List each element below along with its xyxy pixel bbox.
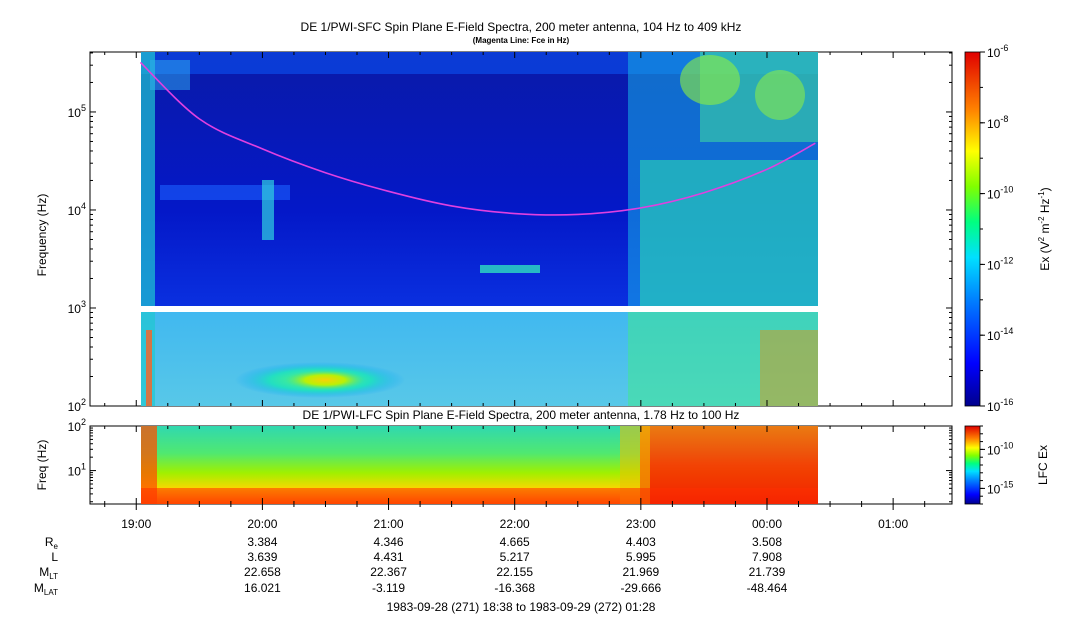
ephemeris-value: -29.666 — [620, 581, 661, 595]
top-colorbar — [964, 51, 981, 407]
x-tick-label: 23:00 — [626, 517, 656, 531]
lower-y-axis-label: Freq (Hz) — [35, 440, 49, 491]
colorbar-tick-label: 10-16 — [987, 397, 1013, 414]
ephemeris-table: Re 3.384 4.346 4.665 4.403 3.508 L 3.639 4.431 5.… — [34, 535, 788, 597]
ephemeris-value: 21.969 — [622, 565, 659, 579]
colorbar-tick-label: 10-10 — [987, 440, 1013, 457]
colorbar-tick-label: 10-8 — [987, 114, 1008, 131]
lower-spectrogram-image — [141, 426, 818, 504]
top-spectrogram-image — [141, 52, 818, 406]
x-tick-label: 00:00 — [752, 517, 782, 531]
lower-colorbar-label: LFC Ex — [1036, 445, 1050, 485]
ephemeris-row-label: MLT — [39, 565, 58, 581]
top-colorbar-ticks: 10-6 10-8 10-10 10-12 10-14 10-16 — [980, 43, 1013, 414]
ephemeris-row-label: L — [51, 550, 58, 564]
lower-panel-title: DE 1/PWI-LFC Spin Plane E-Field Spectra,… — [303, 408, 740, 422]
y-tick-label: 104 — [68, 201, 86, 218]
ephemeris-value: 22.658 — [244, 565, 281, 579]
ephemeris-value: 3.384 — [247, 535, 277, 549]
ephemeris-value: 4.346 — [374, 535, 404, 549]
ephemeris-value: 7.908 — [752, 550, 782, 564]
ephemeris-value: 21.739 — [749, 565, 786, 579]
colorbar-tick-label: 10-14 — [987, 326, 1013, 343]
ephemeris-value: 22.155 — [496, 565, 533, 579]
top-panel-subtitle: (Magenta Line: Fce in Hz) — [473, 36, 570, 45]
colorbar-tick-label: 10-6 — [987, 43, 1008, 60]
y-tick-label: 101 — [68, 462, 86, 479]
ephemeris-row-label: Re — [45, 535, 59, 551]
ephemeris-value: -16.368 — [494, 581, 535, 595]
x-axis: 19:00 20:00 21:00 22:00 23:00 00:00 01:00 — [104, 52, 926, 531]
ephemeris-value: -48.464 — [747, 581, 788, 595]
y-tick-label: 103 — [68, 299, 86, 316]
y-tick-label: 102 — [68, 417, 86, 434]
ephemeris-value: 4.665 — [500, 535, 530, 549]
top-y-axis: 102 103 104 105 — [68, 52, 952, 414]
ephemeris-value: 4.431 — [374, 550, 404, 564]
lower-y-axis: 101 102 — [68, 417, 952, 503]
top-y-axis-label: Frequency (Hz) — [35, 194, 49, 277]
ephemeris-value: 5.995 — [626, 550, 656, 564]
colorbar-tick-label: 10-15 — [987, 479, 1013, 496]
frequency-gap-band — [141, 306, 818, 312]
colorbar-tick-label: 10-12 — [987, 255, 1013, 272]
ephemeris-value: 5.217 — [500, 550, 530, 564]
x-tick-label: 01:00 — [878, 517, 908, 531]
time-range-footer: 1983-09-28 (271) 18:38 to 1983-09-29 (27… — [387, 600, 656, 614]
ephemeris-row-label: MLAT — [34, 581, 58, 597]
top-colorbar-label: Ex (V2 m-2 Hz-1) — [1037, 187, 1052, 270]
y-tick-label: 102 — [68, 397, 86, 414]
x-tick-label: 21:00 — [374, 517, 404, 531]
top-panel-title: DE 1/PWI-SFC Spin Plane E-Field Spectra,… — [301, 20, 742, 34]
ephemeris-value: 3.639 — [247, 550, 277, 564]
ephemeris-value: 3.508 — [752, 535, 782, 549]
y-tick-label: 105 — [68, 103, 86, 120]
ephemeris-value: 22.367 — [370, 565, 407, 579]
ephemeris-value: 16.021 — [244, 581, 281, 595]
fce-line — [139, 61, 816, 216]
ephemeris-value: -3.119 — [372, 581, 405, 595]
x-tick-label: 19:00 — [121, 517, 151, 531]
lower-colorbar — [964, 425, 981, 505]
x-tick-label: 22:00 — [500, 517, 530, 531]
colorbar-tick-label: 10-10 — [987, 185, 1013, 202]
x-tick-label: 20:00 — [247, 517, 277, 531]
ephemeris-value: 4.403 — [626, 535, 656, 549]
lower-colorbar-ticks: 10-10 10-15 — [980, 425, 1013, 505]
